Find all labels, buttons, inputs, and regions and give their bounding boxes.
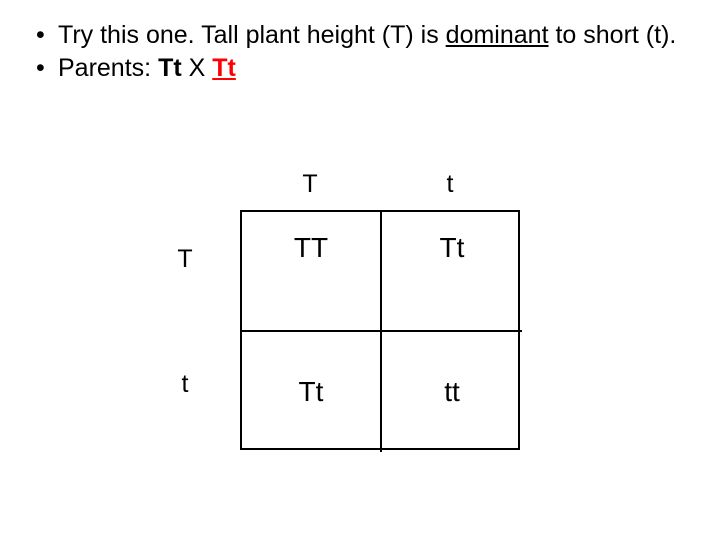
bullet2-parent1: Tt xyxy=(158,54,182,82)
bullet-item-2: Parents: Tt X Tt xyxy=(30,53,690,84)
bullet2-text-c: X xyxy=(182,54,213,82)
punnett-grid: TT Tt Tt tt xyxy=(240,210,520,450)
row-header-2: t xyxy=(150,370,220,399)
cell-Tt-top: Tt xyxy=(382,212,522,332)
bullet1-text-c: to short (t). xyxy=(549,21,677,49)
bullet-item-1: Try this one. Tall plant height (T) is d… xyxy=(30,20,690,51)
bullet1-text-dominant: dominant xyxy=(446,21,549,49)
slide-content: Try this one. Tall plant height (T) is d… xyxy=(0,0,720,85)
col-header-1: T xyxy=(240,170,380,199)
cell-Tt-bottom: Tt xyxy=(242,332,382,452)
bullet1-text-a: Try this one. Tall plant height (T) is xyxy=(58,21,446,49)
bullet2-parent2: Tt xyxy=(212,54,236,82)
cell-TT: TT xyxy=(242,212,382,332)
bullet-list: Try this one. Tall plant height (T) is d… xyxy=(30,20,690,85)
row-header-1: T xyxy=(150,245,220,274)
bullet2-text-a: Parents: xyxy=(58,54,158,82)
cell-tt: tt xyxy=(382,332,522,452)
col-header-2: t xyxy=(380,170,520,199)
